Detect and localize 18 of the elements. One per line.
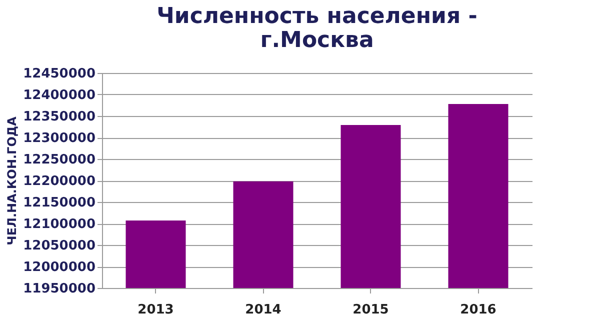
y-tick-label: 12250000	[23, 152, 96, 168]
y-tick-label: 12450000	[23, 66, 96, 82]
x-tick-label: 2015	[352, 302, 389, 318]
y-tick-label: 12350000	[23, 110, 96, 124]
y-tick-label: 12100000	[23, 217, 96, 232]
y-tick-label: 12400000	[23, 88, 96, 103]
y-tick-label: 11950000	[23, 282, 96, 296]
x-tick-label: 2016	[460, 302, 496, 318]
y-axis-title: ЧЕЛ.НА.КОН.ГОДА	[5, 116, 20, 246]
y-tick-label: 12050000	[23, 238, 96, 254]
y-tick-label: 12300000	[23, 131, 96, 146]
y-tick-label: 12000000	[23, 260, 96, 275]
text: г.Москва	[260, 28, 374, 53]
x-tick-label: 2013	[138, 302, 174, 318]
y-tick-label: 12200000	[23, 174, 96, 189]
y-tick-label: 12150000	[23, 196, 96, 210]
x-tick-label: 2014	[245, 302, 282, 318]
text: Численность населения -	[156, 4, 478, 29]
